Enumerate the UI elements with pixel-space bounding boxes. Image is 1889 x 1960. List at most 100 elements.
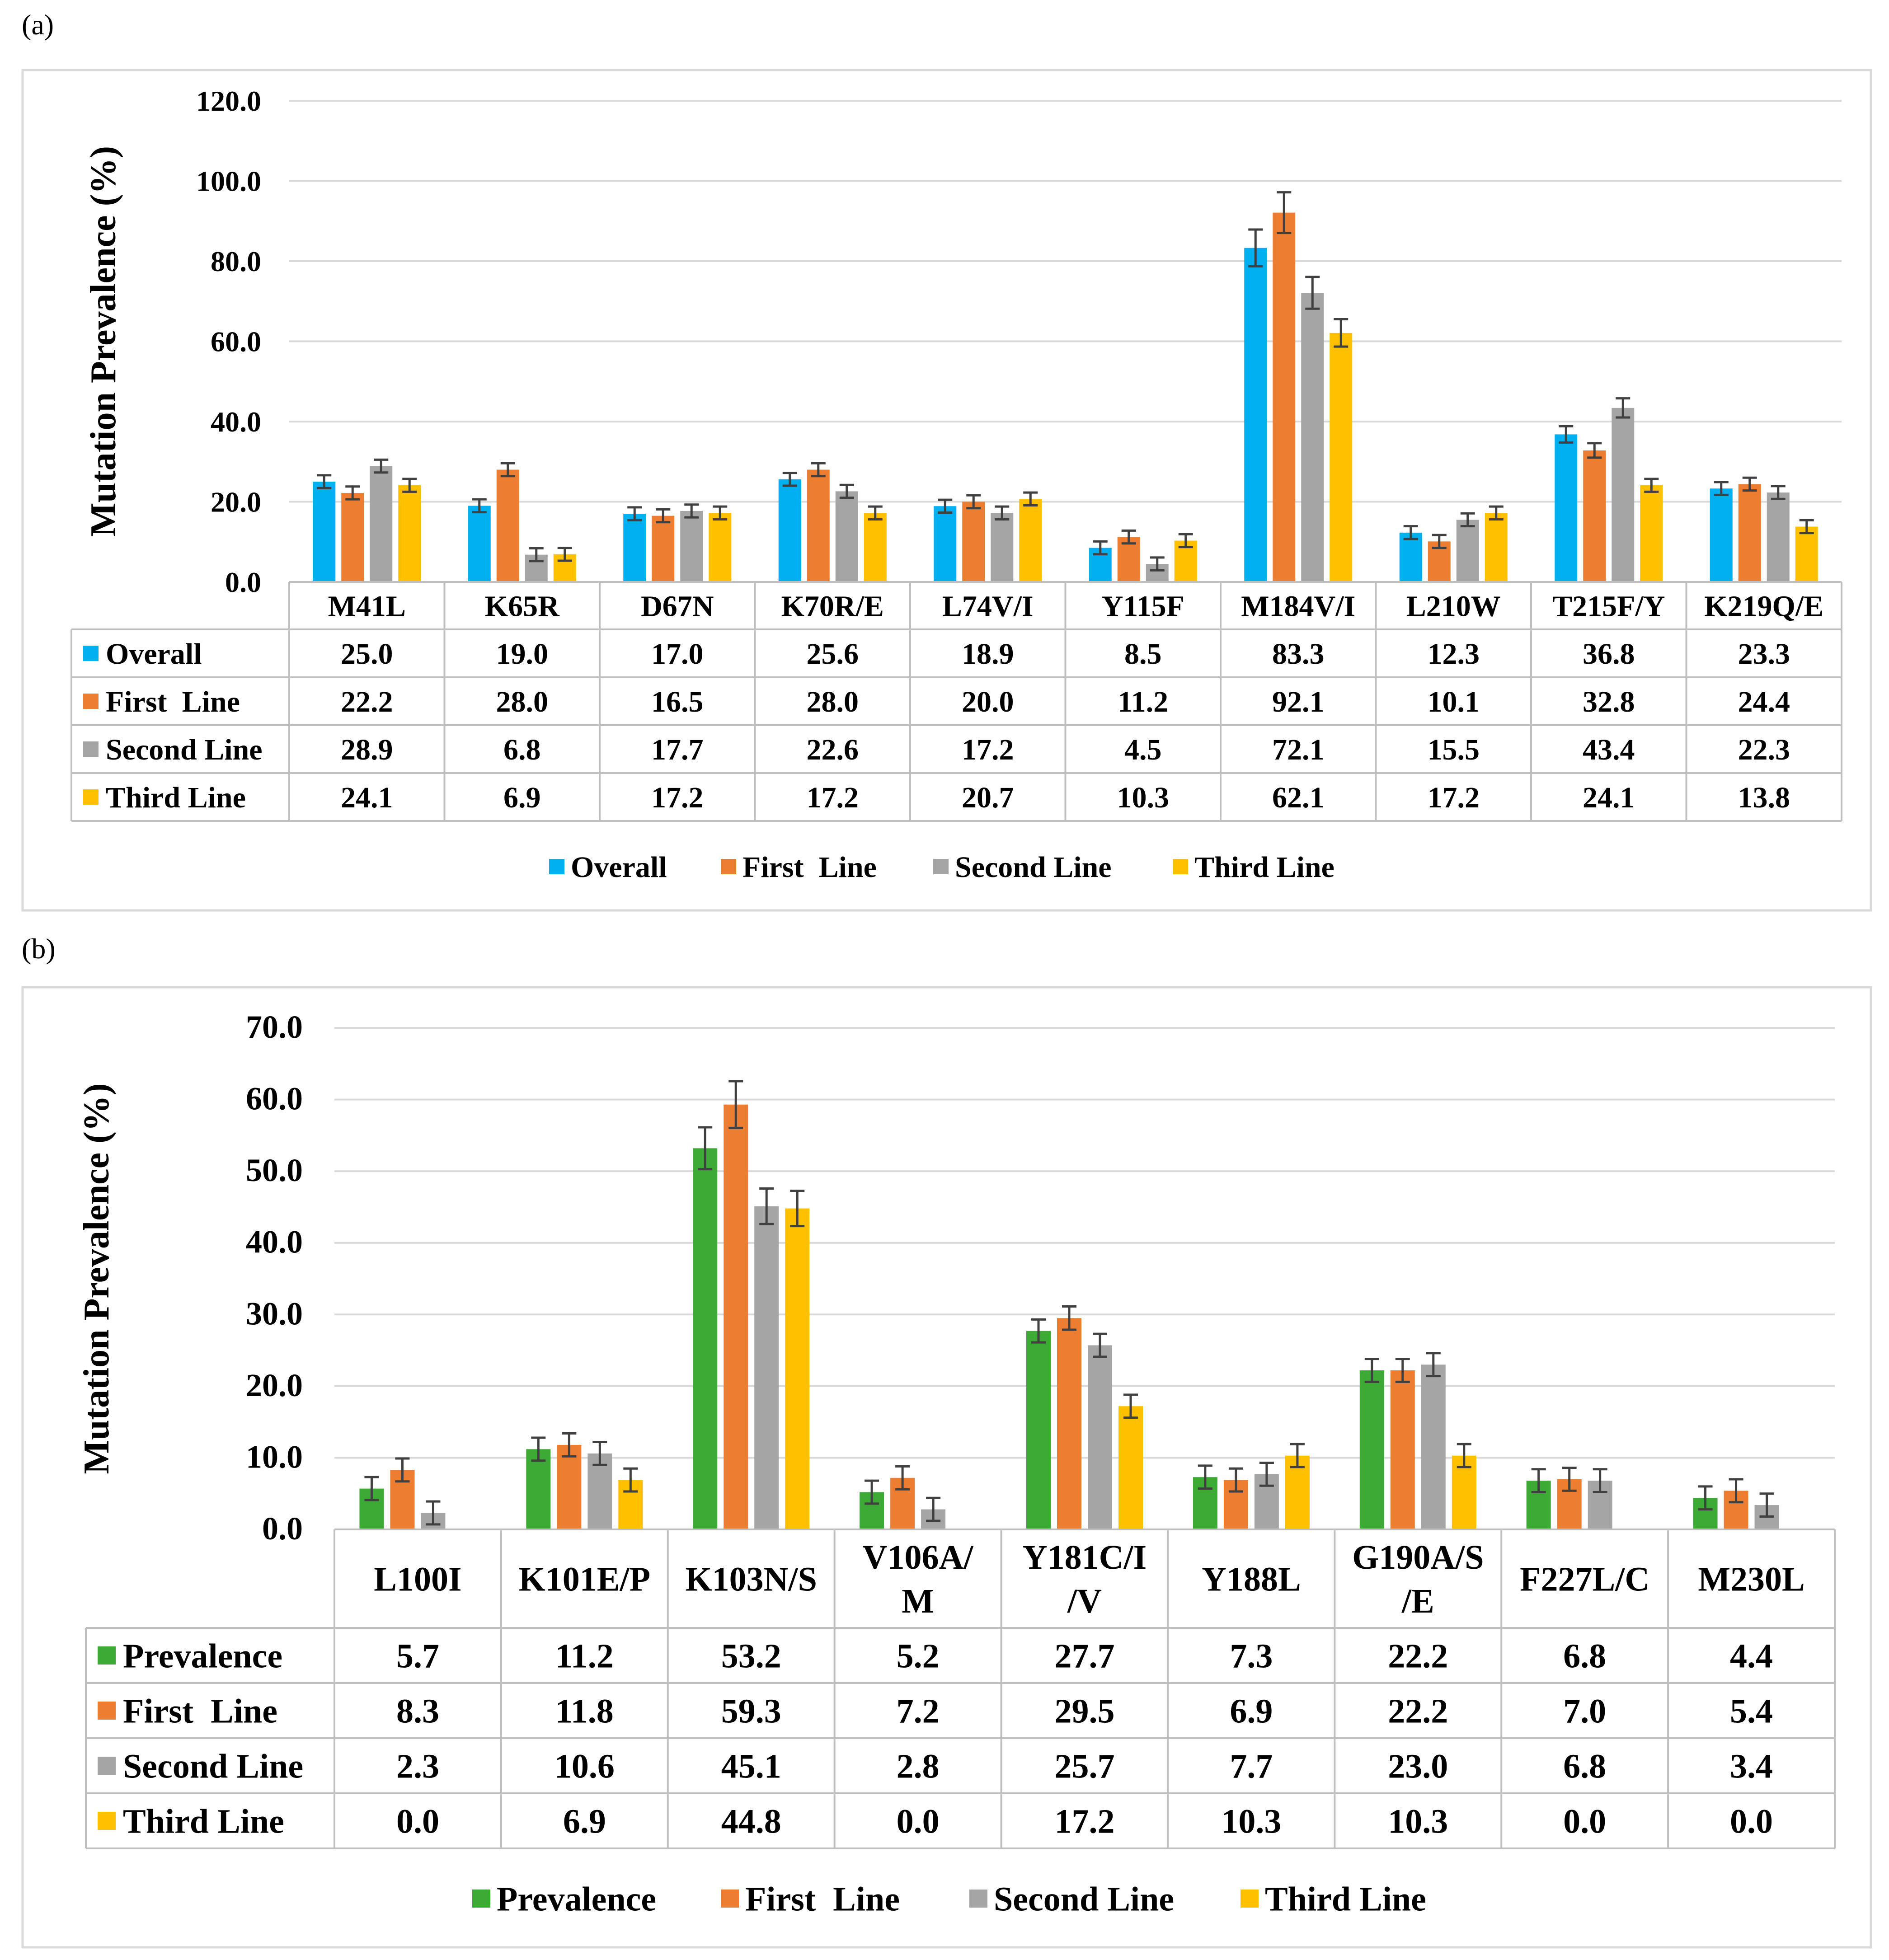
- table-cell: 17.2: [1055, 1803, 1115, 1841]
- table-cell: 10.6: [554, 1748, 615, 1786]
- bar: [1710, 488, 1733, 582]
- table-cell: 20.0: [962, 685, 1014, 718]
- table-cell: 0.0: [1730, 1803, 1773, 1841]
- category-label: D67N: [641, 590, 714, 623]
- legend-label: First Line: [745, 1880, 900, 1918]
- table-cell: 17.2: [651, 781, 704, 814]
- category-label: K70R/E: [781, 590, 884, 623]
- bar: [526, 1449, 551, 1529]
- category-label: T215F/Y: [1552, 590, 1665, 623]
- category-label: L210W: [1406, 590, 1501, 623]
- row-legend-key: [83, 741, 99, 757]
- table-cell: 27.7: [1055, 1637, 1115, 1675]
- table-cell: 17.2: [962, 733, 1014, 766]
- row-label: Third Line: [106, 781, 246, 814]
- table-cell: 11.2: [1118, 685, 1168, 718]
- bar: [934, 506, 957, 582]
- row-label: Overall: [106, 638, 202, 671]
- table-cell: 4.5: [1124, 733, 1162, 766]
- bar: [1485, 513, 1508, 582]
- bar: [1555, 434, 1578, 582]
- bar: [341, 492, 364, 582]
- table-cell: 6.8: [503, 733, 541, 766]
- table-cell: 0.0: [897, 1803, 940, 1841]
- bar: [1026, 1331, 1051, 1529]
- bar: [1118, 1406, 1143, 1529]
- bar: [1244, 248, 1267, 582]
- bar: [1301, 293, 1324, 582]
- table-cell: 6.9: [503, 781, 541, 814]
- table-cell: 19.0: [496, 638, 549, 671]
- table-cell: 28.9: [341, 733, 393, 766]
- legend-label: Third Line: [1265, 1880, 1426, 1918]
- table-cell: 44.8: [721, 1803, 781, 1841]
- table-cell: 6.9: [563, 1803, 606, 1841]
- legend-label: Second Line: [955, 851, 1112, 884]
- legend-key: [721, 1890, 739, 1908]
- table-cell: 11.2: [555, 1637, 614, 1675]
- table-cell: 17.0: [651, 638, 704, 671]
- table-cell: 32.8: [1583, 685, 1635, 718]
- row-label: Third Line: [123, 1803, 284, 1841]
- row-legend-key: [98, 1702, 116, 1720]
- category-label: K103N/S: [686, 1561, 817, 1599]
- table-cell: 53.2: [721, 1637, 781, 1675]
- y-tick-label: 40.0: [246, 1224, 303, 1260]
- bar: [1359, 1370, 1384, 1529]
- bar: [1456, 520, 1479, 582]
- y-tick-label: 20.0: [246, 1367, 303, 1403]
- category-label: K219Q/E: [1704, 590, 1823, 623]
- row-label: Prevalence: [123, 1637, 282, 1675]
- table-cell: 7.3: [1230, 1637, 1273, 1675]
- bar: [1767, 492, 1790, 582]
- chart-panel-a: 0.0 20.0 40.0 60.0 80.0 100.0 120.0 Mutation Pr…: [21, 69, 1872, 912]
- legend-key: [549, 859, 564, 874]
- table-cell: 15.5: [1428, 733, 1480, 766]
- y-tick-label: 70.0: [246, 1009, 303, 1045]
- category-label: L100I: [374, 1561, 461, 1599]
- bar: [778, 479, 801, 582]
- table-cell: 5.2: [897, 1637, 940, 1675]
- table-cell: 36.8: [1583, 638, 1635, 671]
- bar: [1330, 333, 1353, 582]
- category-label: Y188L: [1202, 1561, 1301, 1599]
- table-cell: 29.5: [1055, 1693, 1115, 1730]
- table-cell: 5.4: [1730, 1693, 1773, 1730]
- table-cell: 28.0: [807, 685, 859, 718]
- bar: [468, 506, 491, 582]
- table-cell: 22.2: [1388, 1693, 1448, 1730]
- bar: [807, 469, 830, 582]
- y-tick-label: 40.0: [211, 406, 261, 438]
- bar: [835, 491, 858, 582]
- row-legend-key: [83, 694, 99, 709]
- table-cell: 18.9: [962, 638, 1014, 671]
- table-cell: 22.2: [1388, 1637, 1448, 1675]
- table-cell: 20.7: [962, 781, 1014, 814]
- table-cell: 10.3: [1388, 1803, 1448, 1841]
- bar: [962, 502, 985, 582]
- table-cell: 7.7: [1230, 1748, 1273, 1786]
- bar: [370, 466, 393, 582]
- table-cell: 83.3: [1272, 638, 1325, 671]
- legend-label: First Line: [742, 851, 877, 884]
- table-cell: 5.7: [396, 1637, 439, 1675]
- table-cell: 17.2: [807, 781, 859, 814]
- table-cell: 17.2: [1428, 781, 1480, 814]
- row-legend-key: [83, 789, 99, 805]
- table-cell: 22.3: [1738, 733, 1790, 766]
- bar: [398, 485, 421, 582]
- category-label: F227L/C: [1520, 1561, 1649, 1599]
- table-cell: 24.1: [1583, 781, 1635, 814]
- table-cell: 10.3: [1221, 1803, 1281, 1841]
- row-label: First Line: [106, 685, 240, 718]
- bar: [496, 469, 519, 582]
- y-tick-label: 80.0: [211, 245, 261, 277]
- table-cell: 10.3: [1117, 781, 1170, 814]
- legend-key: [969, 1890, 987, 1908]
- legend-label: Third Line: [1194, 851, 1335, 884]
- y-tick-label: 60.0: [246, 1081, 303, 1117]
- bar: [991, 513, 1014, 582]
- table-cell: 28.0: [496, 685, 549, 718]
- y-tick-label: 30.0: [246, 1295, 303, 1332]
- table-cell: 24.4: [1738, 685, 1790, 718]
